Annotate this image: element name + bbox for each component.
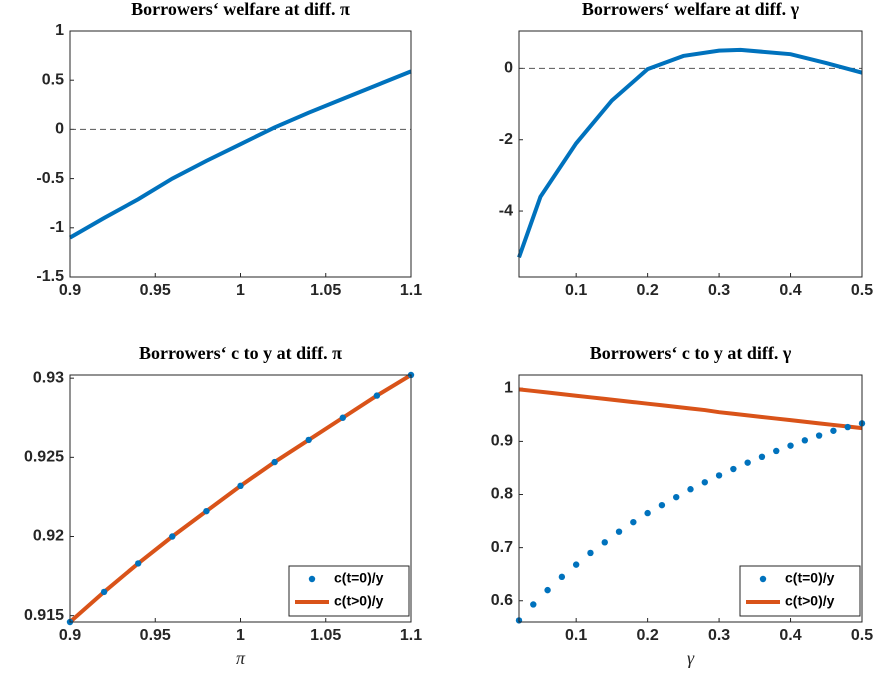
x-tick-label: 0.95	[140, 627, 171, 644]
data-point	[673, 493, 680, 501]
x-tick-label: 0.2	[637, 627, 659, 644]
x-tick-label: 0.9	[59, 282, 81, 299]
y-tick-label: 0.6	[491, 592, 513, 609]
data-point	[587, 549, 594, 557]
x-tick-label: 0.3	[708, 627, 730, 644]
y-tick-label: 0.915	[24, 607, 64, 624]
data-line	[517, 47, 863, 259]
x-tick-label: 0.1	[565, 627, 587, 644]
x-tick-label: 0.3	[708, 282, 730, 299]
chart-title: Borrowers‘ c to y at diff. γ	[590, 343, 792, 363]
y-tick-label: 0	[55, 121, 64, 138]
y-tick-label: 1	[55, 22, 64, 39]
x-tick-label: 1	[236, 282, 245, 299]
chart-title: Borrowers‘ welfare at diff. π	[131, 0, 350, 19]
y-tick-label: 0	[504, 60, 513, 77]
legend-swatch	[308, 575, 316, 583]
y-tick-label: -4	[499, 202, 513, 219]
data-point	[339, 414, 346, 421]
y-tick-label: 1	[504, 379, 513, 396]
legend-box	[288, 565, 410, 617]
data-point	[701, 479, 708, 486]
x-axis-label: π	[236, 648, 246, 668]
data-point	[305, 436, 312, 444]
y-tick-label: -2	[499, 131, 513, 148]
y-tick-label: -1.5	[36, 268, 64, 285]
axes-background	[70, 31, 411, 277]
x-tick-label: 1.05	[310, 627, 341, 644]
data-line	[69, 69, 412, 240]
data-point	[758, 453, 766, 461]
x-tick-label: 1.1	[400, 627, 422, 644]
data-point	[544, 586, 551, 594]
y-tick-label: 0.5	[42, 71, 64, 88]
legend-label: c(t>0)/y	[785, 593, 835, 609]
y-tick-label: 0.93	[33, 369, 64, 386]
y-tick-label: -0.5	[36, 170, 64, 187]
x-tick-label: 1.05	[310, 282, 341, 299]
data-point	[135, 560, 142, 567]
data-point	[744, 459, 751, 466]
data-point	[572, 561, 580, 568]
legend-label: c(t=0)/y	[785, 570, 835, 586]
data-point	[830, 427, 837, 434]
x-tick-label: 1	[236, 627, 245, 644]
data-point	[601, 539, 608, 546]
data-point	[203, 507, 210, 515]
data-point	[773, 447, 780, 455]
data-point	[844, 423, 851, 431]
y-tick-label: 0.92	[33, 528, 64, 545]
x-tick-label: 0.9	[59, 627, 81, 644]
data-point	[687, 486, 694, 493]
y-tick-label: 0.9	[491, 433, 513, 450]
data-point	[801, 437, 809, 444]
data-point	[730, 465, 737, 473]
x-tick-label: 0.95	[140, 282, 171, 299]
data-point	[530, 601, 537, 608]
legend-label: c(t=0)/y	[334, 570, 384, 586]
legend-swatch	[759, 575, 767, 583]
chart-title: Borrowers‘ welfare at diff. γ	[582, 0, 800, 19]
data-point	[271, 458, 278, 466]
data-point	[658, 501, 666, 509]
y-tick-label: 0.925	[24, 449, 64, 466]
data-point	[630, 518, 637, 526]
axes-background	[519, 31, 862, 277]
x-tick-label: 0.5	[851, 282, 873, 299]
data-point	[615, 528, 623, 535]
axes-box	[69, 374, 412, 623]
chart-title: Borrowers‘ c to y at diff. π	[139, 343, 342, 363]
legend-box	[739, 565, 861, 617]
data-point	[373, 392, 381, 399]
data-point	[100, 588, 108, 596]
x-tick-label: 0.1	[565, 282, 587, 299]
y-tick-label: 0.8	[491, 486, 513, 503]
axes-box	[69, 30, 412, 278]
legend-label: c(t>0)/y	[334, 593, 384, 609]
data-point	[715, 472, 723, 479]
y-tick-label: -1	[50, 219, 64, 236]
data-line	[518, 387, 863, 431]
axes-box	[518, 30, 863, 278]
data-point	[787, 442, 794, 449]
x-tick-label: 0.2	[637, 282, 659, 299]
x-tick-label: 0.5	[851, 627, 873, 644]
data-point	[237, 482, 244, 490]
axes-box	[518, 374, 863, 623]
x-tick-label: 1.1	[400, 282, 422, 299]
y-tick-label: 0.7	[491, 539, 513, 556]
data-point	[558, 573, 566, 581]
data-point	[815, 432, 823, 439]
x-tick-label: 0.4	[779, 627, 801, 644]
x-axis-label: γ	[687, 648, 695, 668]
data-point	[169, 533, 176, 540]
data-point	[644, 509, 651, 517]
x-tick-label: 0.4	[779, 282, 801, 299]
